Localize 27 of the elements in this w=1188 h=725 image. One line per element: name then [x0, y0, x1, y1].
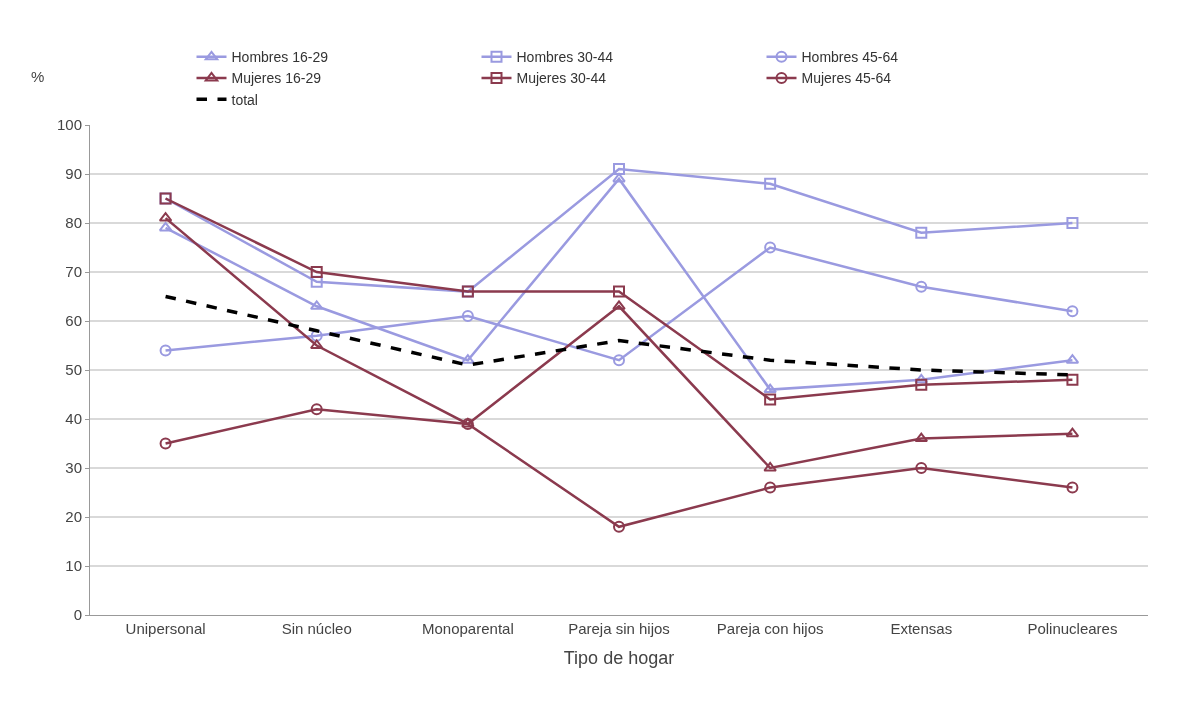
x-tick-label: Pareja con hijos	[716, 620, 824, 637]
y-tick-label: 10	[65, 557, 82, 575]
y-tick-label: 60	[65, 312, 82, 330]
y-tick-label: 40	[65, 410, 82, 428]
x-tick-label: Polinucleares	[1027, 620, 1118, 637]
x-tick-label: Sin núcleo	[281, 620, 352, 637]
y-tick-label: 90	[65, 165, 82, 183]
x-tick-label: Unipersonal	[125, 620, 206, 637]
x-tick-label: Extensas	[890, 620, 953, 637]
y-tick-label: 70	[65, 263, 82, 281]
legend-label: Mujeres 30-44	[516, 70, 607, 87]
y-tick-label: 20	[65, 508, 82, 526]
legend-label: Mujeres 16-29	[231, 70, 322, 87]
legend-label: Hombres 16-29	[231, 49, 329, 66]
y-axis-title: %	[31, 68, 45, 85]
y-tick-label: 80	[65, 214, 82, 232]
legend-label: Hombres 30-44	[516, 49, 614, 66]
legend-label: Mujeres 45-64	[801, 70, 892, 87]
y-tick-label: 100	[56, 116, 82, 134]
x-tick-label: Pareja sin hijos	[568, 620, 670, 637]
legend-label: Hombres 45-64	[801, 49, 899, 66]
x-axis-title: Tipo de hogar	[563, 648, 675, 669]
legend-label: total	[231, 91, 258, 108]
x-tick-label: Monoparental	[421, 620, 514, 637]
y-tick-label: 50	[65, 361, 82, 379]
y-tick-label: 0	[73, 606, 82, 624]
y-tick-label: 30	[65, 459, 82, 477]
